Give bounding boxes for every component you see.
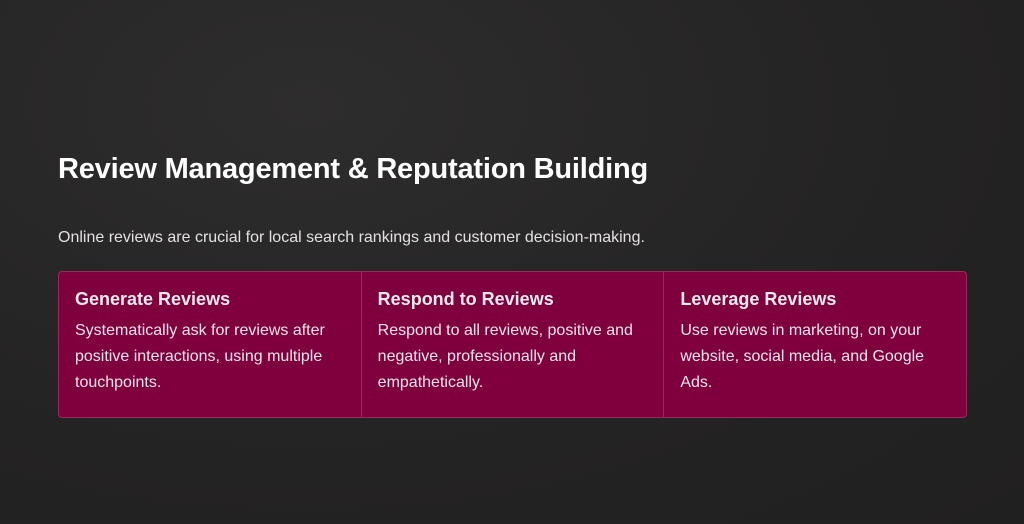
card-title: Leverage Reviews <box>680 289 837 309</box>
section-subtitle: Online reviews are crucial for local sea… <box>58 229 645 246</box>
card-body: Use reviews in marketing, on your websit… <box>680 322 925 391</box>
card-respond-to-reviews: Respond to Reviews Respond to all review… <box>362 272 665 417</box>
section-title: Review Management & Reputation Building <box>58 153 648 185</box>
feature-cards: Generate Reviews Systematically ask for … <box>58 271 967 418</box>
card-body: Systematically ask for reviews after pos… <box>75 322 325 391</box>
card-leverage-reviews: Leverage Reviews Use reviews in marketin… <box>664 272 966 417</box>
card-generate-reviews: Generate Reviews Systematically ask for … <box>59 272 362 417</box>
card-title: Generate Reviews <box>75 289 231 309</box>
card-body: Respond to all reviews, positive and neg… <box>377 322 633 391</box>
card-title: Respond to Reviews <box>377 289 554 309</box>
